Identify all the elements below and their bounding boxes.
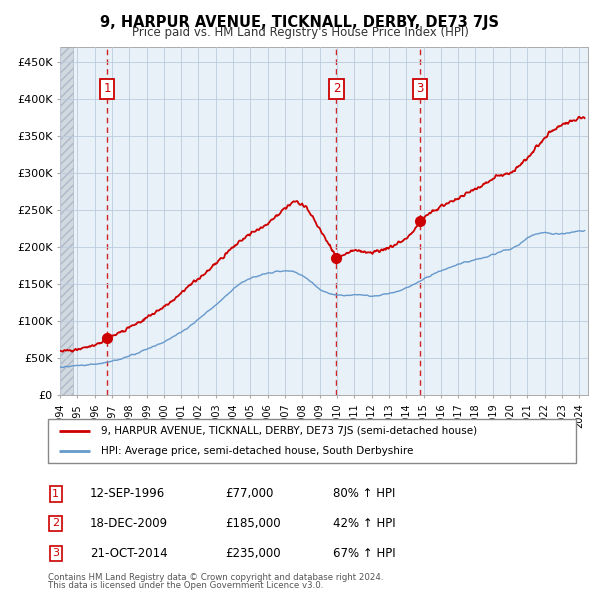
Text: 12-SEP-1996: 12-SEP-1996 — [90, 487, 165, 500]
Text: 42% ↑ HPI: 42% ↑ HPI — [333, 517, 395, 530]
Text: £185,000: £185,000 — [225, 517, 281, 530]
Text: 1: 1 — [52, 489, 59, 499]
Text: 3: 3 — [52, 549, 59, 558]
Text: Contains HM Land Registry data © Crown copyright and database right 2024.: Contains HM Land Registry data © Crown c… — [48, 572, 383, 582]
Text: £235,000: £235,000 — [225, 547, 281, 560]
Text: 1: 1 — [103, 83, 111, 96]
Text: £77,000: £77,000 — [225, 487, 274, 500]
Text: 3: 3 — [416, 83, 424, 96]
Text: Price paid vs. HM Land Registry's House Price Index (HPI): Price paid vs. HM Land Registry's House … — [131, 26, 469, 39]
Text: 2: 2 — [333, 83, 340, 96]
Text: 67% ↑ HPI: 67% ↑ HPI — [333, 547, 395, 560]
Text: This data is licensed under the Open Government Licence v3.0.: This data is licensed under the Open Gov… — [48, 581, 323, 590]
Text: 9, HARPUR AVENUE, TICKNALL, DERBY, DE73 7JS (semi-detached house): 9, HARPUR AVENUE, TICKNALL, DERBY, DE73 … — [101, 426, 477, 436]
Text: 9, HARPUR AVENUE, TICKNALL, DERBY, DE73 7JS: 9, HARPUR AVENUE, TICKNALL, DERBY, DE73 … — [101, 15, 499, 30]
Text: 21-OCT-2014: 21-OCT-2014 — [90, 547, 167, 560]
FancyBboxPatch shape — [48, 419, 576, 463]
Text: 18-DEC-2009: 18-DEC-2009 — [90, 517, 168, 530]
Text: 2: 2 — [52, 519, 59, 528]
Text: 80% ↑ HPI: 80% ↑ HPI — [333, 487, 395, 500]
Text: HPI: Average price, semi-detached house, South Derbyshire: HPI: Average price, semi-detached house,… — [101, 446, 413, 456]
